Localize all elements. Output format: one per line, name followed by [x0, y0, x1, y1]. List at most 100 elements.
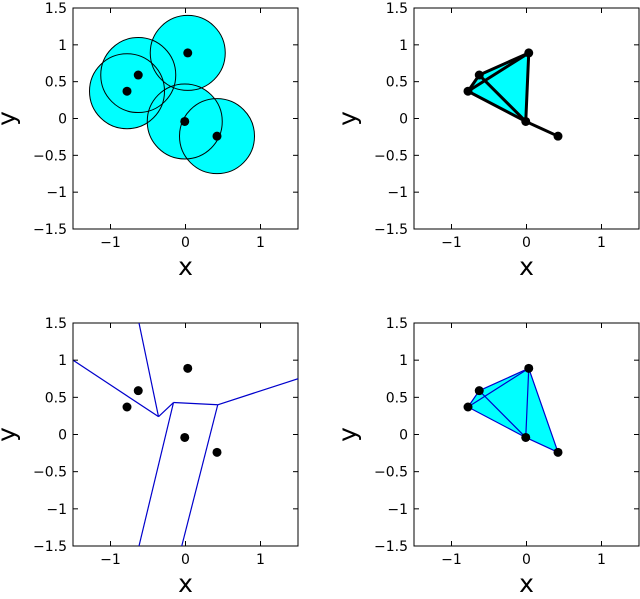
voronoi-edge	[181, 404, 219, 546]
x-tick-label: −1	[441, 552, 462, 568]
simplex-triangle	[525, 368, 558, 453]
plot-content	[73, 323, 298, 546]
voronoi-edge	[138, 402, 175, 546]
plot-content	[463, 48, 563, 141]
y-tick-label: −1	[387, 185, 408, 201]
disc-outline	[146, 83, 223, 160]
voronoi-edge	[158, 402, 174, 418]
y-tick-label: 1	[399, 38, 408, 54]
simplex-edge	[524, 119, 560, 138]
y-tick-label: 0	[399, 428, 408, 444]
chart-panel-1: −1 0 1 −1.5 −1 −0.5 0 0.5 1 1.5 x y	[0, 1, 299, 281]
data-point	[524, 48, 534, 58]
data-point	[183, 48, 193, 58]
simplex-edge	[525, 436, 559, 453]
y-tick-label: 0	[399, 112, 408, 128]
x-axis-label: x	[519, 252, 534, 281]
voronoi-edge	[217, 378, 298, 406]
y-tick-label: 0.5	[386, 390, 408, 406]
data-point	[122, 402, 132, 412]
x-tick-label: 1	[256, 552, 265, 568]
x-axis-label: x	[178, 252, 193, 281]
y-tick-label: 1	[58, 353, 67, 369]
y-tick-label: 1.5	[45, 1, 67, 17]
y-axis-label: y	[333, 111, 362, 126]
x-tick-label: −1	[441, 235, 462, 251]
x-axis-label: x	[178, 569, 193, 598]
data-point	[521, 432, 531, 442]
y-tick-label: 1.5	[386, 316, 408, 332]
data-point	[524, 363, 534, 373]
simplex-edge	[528, 367, 559, 453]
y-tick-label: 0.5	[45, 390, 67, 406]
chart-panel-3: −1 0 1 −1.5 −1 −0.5 0 0.5 1 1.5 x y	[0, 316, 299, 598]
plot-content	[89, 14, 255, 175]
data-point	[212, 131, 222, 141]
data-point	[553, 131, 563, 141]
data-point	[463, 86, 473, 96]
simplex-triangle	[468, 75, 526, 122]
data-point	[183, 363, 193, 373]
data-point	[212, 447, 222, 457]
simplex-edge	[524, 51, 531, 123]
y-tick-label: −1	[46, 502, 67, 518]
x-tick-label: 0	[181, 552, 190, 568]
plot-content	[463, 363, 563, 457]
simplex-edge	[467, 367, 530, 408]
voronoi-edge	[73, 359, 159, 418]
voronoi-edge	[173, 401, 218, 406]
y-tick-label: 1.5	[386, 1, 408, 17]
y-tick-label: 0	[58, 112, 67, 128]
simplex-edge	[478, 390, 527, 439]
voronoi-edge	[138, 323, 160, 417]
y-tick-label: 0.5	[386, 75, 408, 91]
x-axis-label: x	[519, 569, 534, 598]
y-tick-label: −1.5	[374, 539, 408, 555]
data-point	[521, 116, 531, 126]
simplex-edge	[477, 51, 531, 77]
y-tick-label: −1.5	[33, 222, 67, 238]
x-tick-label: 0	[181, 235, 190, 251]
y-tick-label: 0	[58, 428, 67, 444]
y-tick-label: −0.5	[374, 148, 408, 164]
data-point	[122, 86, 132, 96]
y-tick-label: 1	[58, 38, 67, 54]
simplex-triangle	[468, 390, 526, 438]
data-point	[553, 447, 563, 457]
y-axis-label: y	[0, 111, 21, 126]
simplex-edge	[467, 406, 527, 439]
y-tick-label: −1.5	[374, 222, 408, 238]
y-tick-label: 1	[399, 353, 408, 369]
x-tick-label: −1	[100, 235, 121, 251]
y-tick-label: −0.5	[33, 148, 67, 164]
y-tick-label: −0.5	[33, 465, 67, 481]
simplex-edge	[478, 367, 530, 392]
simplex-edge	[525, 367, 530, 439]
data-point	[474, 386, 484, 396]
y-axis-label: y	[0, 427, 21, 442]
y-tick-label: 1.5	[45, 316, 67, 332]
simplex-edge	[477, 73, 528, 123]
y-tick-label: −1	[387, 502, 408, 518]
disc-outline	[89, 53, 165, 130]
disc-outline	[149, 14, 226, 91]
simplex-edge	[466, 51, 531, 93]
data-point	[180, 116, 190, 126]
x-tick-label: 0	[522, 235, 531, 251]
y-tick-label: −0.5	[374, 465, 408, 481]
disc-outline	[100, 37, 177, 114]
y-tick-label: −1.5	[33, 539, 67, 555]
x-tick-label: −1	[100, 552, 121, 568]
x-tick-label: 1	[256, 235, 265, 251]
y-tick-label: −1	[46, 185, 67, 201]
disc-outline	[179, 98, 255, 175]
data-point	[133, 70, 143, 80]
y-axis-label: y	[333, 427, 362, 442]
x-tick-label: 1	[597, 235, 606, 251]
chart-panel-4: −1 0 1 −1.5 −1 −0.5 0 0.5 1 1.5 x y	[333, 316, 640, 598]
y-tick-label: 0.5	[45, 75, 67, 91]
x-tick-label: 0	[522, 552, 531, 568]
chart-panel-2: −1 0 1 −1.5 −1 −0.5 0 0.5 1 1.5 x y	[333, 1, 640, 281]
data-point	[474, 70, 484, 80]
